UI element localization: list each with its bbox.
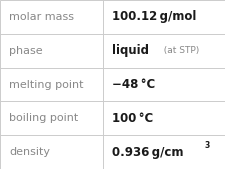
Text: liquid: liquid [111, 44, 148, 57]
Text: 0.936 g/cm: 0.936 g/cm [111, 146, 182, 159]
Text: phase: phase [9, 46, 43, 56]
Text: −48 °C: −48 °C [111, 78, 154, 91]
Text: melting point: melting point [9, 79, 83, 90]
Text: molar mass: molar mass [9, 12, 74, 22]
Text: 100.12 g/mol: 100.12 g/mol [111, 10, 195, 23]
Text: 3: 3 [203, 141, 208, 150]
Text: density: density [9, 147, 50, 157]
Text: (at STP): (at STP) [161, 46, 198, 55]
Text: boiling point: boiling point [9, 113, 78, 123]
Text: 100 °C: 100 °C [111, 112, 153, 125]
